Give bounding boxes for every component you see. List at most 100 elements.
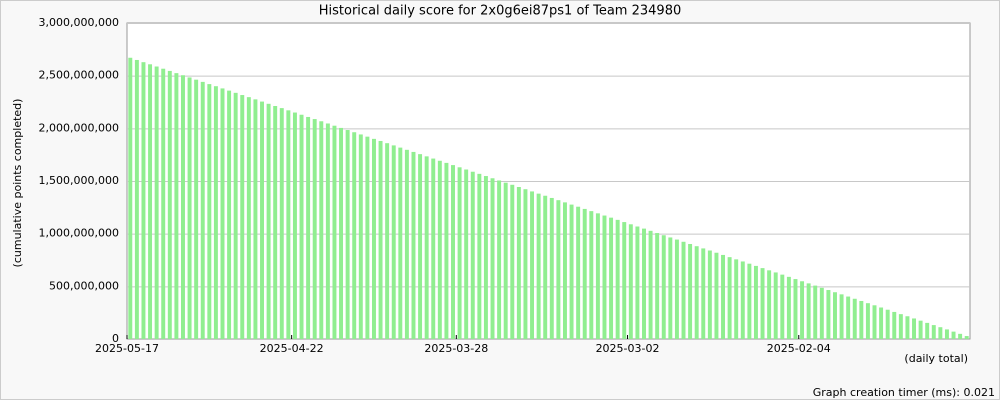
bar [951,331,956,339]
bar [253,99,258,339]
bar [701,248,706,339]
x-tick-label: 2025-04-22 [260,342,324,355]
bar [220,88,225,339]
bar [385,143,390,339]
bar [352,132,357,339]
bar [846,296,851,339]
bar [510,184,515,339]
bar [753,265,758,339]
bar [273,106,278,339]
bar [200,81,205,339]
bar [727,257,732,339]
bar [536,193,541,339]
bar [398,147,403,339]
bar [642,228,646,339]
bar [582,208,587,339]
bar [306,116,311,339]
bar [332,125,337,339]
bar [167,70,172,339]
bar [497,180,502,339]
bar [181,75,185,339]
bar [694,246,699,339]
y-tick-label: 2,000,000,000 [39,121,119,134]
bar [161,68,166,340]
bar [688,243,693,339]
bar [655,233,660,339]
bar [444,162,449,339]
bar [740,261,745,339]
bar [431,158,436,339]
bar [944,329,949,339]
bar [958,333,963,339]
bar [589,211,594,339]
bar [674,239,679,339]
bar [411,151,416,339]
bar [925,322,930,339]
bar [793,279,798,339]
bar [365,136,370,339]
bar [516,187,521,339]
bar [345,130,350,339]
x-tick-label: 2025-03-28 [424,342,488,355]
bar [562,202,567,339]
bar [839,294,844,339]
bar [154,66,159,339]
bar [543,195,548,339]
x-axis-label: (daily total) [904,352,968,365]
bar [556,200,561,339]
bar [451,165,455,339]
bar [918,320,923,339]
bar [490,178,495,339]
bar [760,268,765,339]
bar [622,222,627,339]
bar [938,327,943,339]
bar [615,219,620,339]
x-tick-label: 2025-02-04 [767,342,831,355]
bar [707,250,712,339]
bar [213,86,218,339]
bar [325,123,330,339]
bar [931,325,936,339]
bar [602,215,607,339]
bar [628,224,633,339]
bar [905,316,910,339]
bar [661,235,666,339]
x-tick-label: 2025-03-02 [596,342,660,355]
bar [339,127,344,339]
bar [134,59,139,340]
bar [194,79,199,339]
bar [477,173,482,339]
bar [279,108,284,339]
bar [378,140,383,339]
bar [569,204,574,339]
bar [358,134,363,339]
bar [852,298,857,339]
bar [609,217,614,339]
bar [437,160,442,339]
bar [681,241,686,339]
bar [912,318,916,339]
x-tick-label: 2025-05-17 [95,342,159,355]
bar [786,276,791,339]
bar [424,156,429,339]
bar [233,92,238,339]
bar [503,182,508,339]
bar [549,197,554,339]
bar [819,287,824,339]
bar [148,64,153,340]
bar [635,226,640,339]
bar [898,314,903,339]
bar [767,270,772,339]
bar [648,230,653,339]
y-tick-label: 2,500,000,000 [39,69,119,82]
bar [813,285,818,339]
y-tick-label: 500,000,000 [49,279,119,292]
bar [530,191,535,339]
bar [806,283,811,339]
bar [319,121,324,339]
bar [187,77,192,339]
bar [872,305,877,339]
y-axis-label: (cumulative points completed) [11,99,24,268]
bar [964,336,969,339]
